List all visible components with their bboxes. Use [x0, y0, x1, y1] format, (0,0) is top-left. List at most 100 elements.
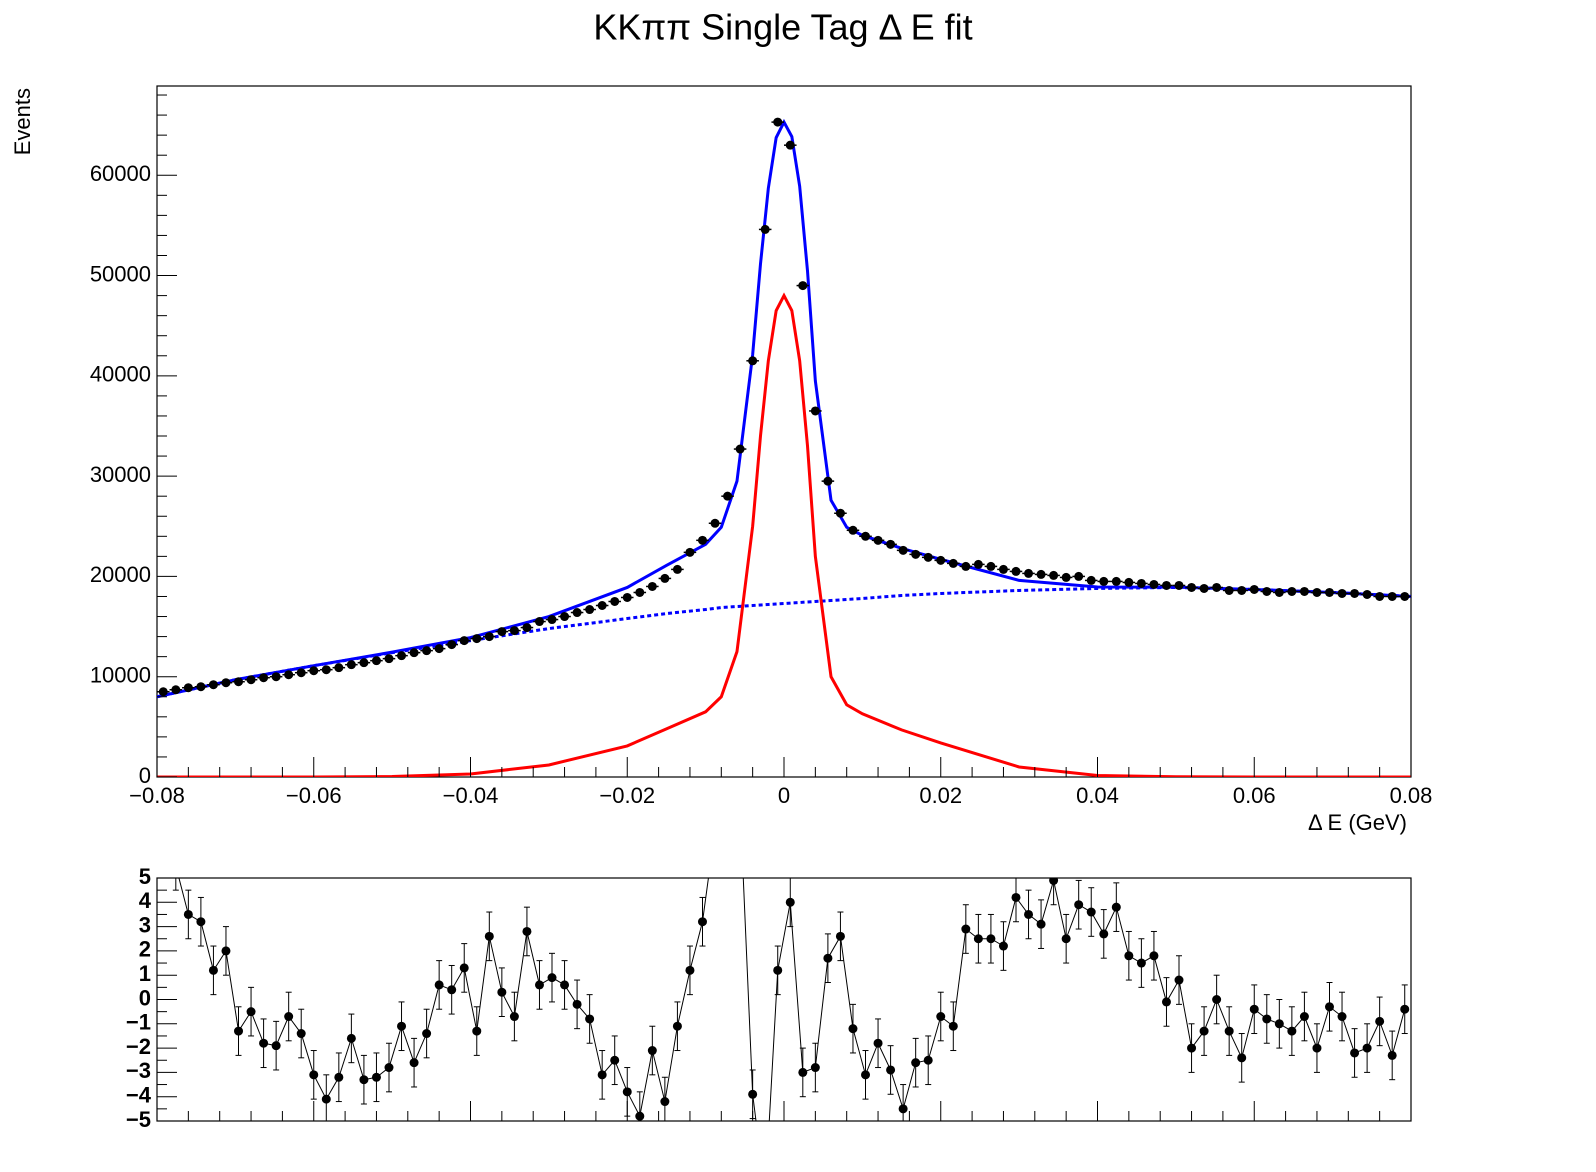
data-point	[409, 648, 419, 658]
pull-point	[848, 1024, 858, 1034]
x-tick-label: −0.06	[286, 783, 342, 808]
data-point	[1387, 591, 1397, 601]
data-point	[1237, 585, 1247, 595]
y-tick-label: 40000	[90, 362, 151, 387]
data-point	[1049, 570, 1059, 580]
pull-point	[597, 1070, 607, 1080]
pull-point	[835, 931, 845, 941]
data-point	[1324, 587, 1334, 597]
y-tick-label: 0	[139, 985, 151, 1010]
pull-point	[221, 946, 231, 956]
pull-point	[359, 1075, 369, 1085]
pull-point	[296, 1029, 306, 1039]
pull-point	[1199, 1026, 1209, 1036]
data-point	[1111, 576, 1121, 586]
pull-point	[371, 1072, 381, 1082]
y-tick-label: 2	[139, 937, 151, 962]
data-point	[973, 559, 983, 569]
pull-point	[823, 953, 833, 963]
data-point	[760, 224, 770, 234]
pull-point	[422, 1029, 432, 1039]
data-point	[886, 539, 896, 549]
data-point	[1036, 569, 1046, 579]
pull-point	[196, 917, 206, 927]
pull-point	[1099, 929, 1109, 939]
pull-point	[697, 917, 707, 927]
data-point	[1287, 586, 1297, 596]
data-point	[1299, 586, 1309, 596]
pull-point	[1174, 975, 1184, 985]
y-tick-label: 5	[139, 864, 151, 889]
data-point	[371, 656, 381, 666]
pull-point	[1161, 997, 1171, 1007]
data-point	[660, 573, 670, 583]
data-point	[321, 665, 331, 675]
pull-point	[622, 1087, 632, 1097]
pull-point	[1362, 1043, 1372, 1053]
data-point	[898, 545, 908, 555]
data-point	[397, 651, 407, 661]
data-point	[1061, 572, 1071, 582]
pull-point	[660, 1097, 670, 1107]
data-point	[835, 508, 845, 518]
pull-point	[948, 1021, 958, 1031]
data-point	[1199, 583, 1209, 593]
x-tick-label: −0.02	[599, 783, 655, 808]
pull-point	[798, 1067, 808, 1077]
pull-point	[1350, 1048, 1360, 1058]
data-point	[1124, 577, 1134, 587]
y-tick-label: 4	[139, 888, 152, 913]
pull-point	[246, 1007, 256, 1017]
data-point	[748, 356, 758, 366]
y-tick-label: 0	[139, 763, 151, 788]
pull-point	[409, 1058, 419, 1068]
pull-point	[459, 963, 469, 973]
y-tick-label: 50000	[90, 261, 151, 286]
pull-point	[234, 1026, 244, 1036]
data-point	[359, 658, 369, 668]
data-point	[1362, 589, 1372, 599]
data-point	[1011, 566, 1021, 576]
y-tick-label: −1	[126, 1010, 151, 1035]
chart-title: KKππ Single Tag Δ E fit	[593, 7, 972, 48]
pull-point	[1237, 1053, 1247, 1063]
data-point	[1262, 586, 1272, 596]
y-tick-label: −4	[126, 1083, 152, 1108]
data-point	[1224, 585, 1234, 595]
pull-point	[1387, 1050, 1397, 1060]
data-point	[284, 670, 294, 680]
pull-point	[334, 1072, 344, 1082]
data-point	[459, 636, 469, 646]
data-point	[472, 634, 482, 644]
data-point	[1249, 584, 1259, 594]
pull-point	[484, 931, 494, 941]
data-point	[560, 612, 570, 622]
data-point	[1400, 591, 1410, 601]
x-tick-label: 0.08	[1390, 783, 1433, 808]
data-point	[848, 525, 858, 535]
background-curve	[157, 585, 1411, 699]
data-point	[735, 444, 745, 454]
pull-point	[898, 1104, 908, 1114]
data-point	[961, 561, 971, 571]
pull-point	[1400, 1004, 1410, 1014]
data-point	[1274, 587, 1284, 597]
data-point	[998, 564, 1008, 574]
data-point	[484, 632, 494, 642]
data-point	[271, 672, 281, 682]
x-axis-label: Δ E (GeV)	[1308, 810, 1407, 835]
pull-point	[472, 1026, 482, 1036]
pull-point	[1124, 951, 1134, 961]
data-point	[1099, 576, 1109, 586]
data-point	[183, 683, 193, 693]
pull-point	[534, 980, 544, 990]
data-point	[1074, 571, 1084, 581]
data-point	[647, 581, 657, 591]
data-point	[334, 663, 344, 673]
y-tick-label: −5	[126, 1107, 151, 1132]
x-tick-label: 0	[778, 783, 790, 808]
data-point	[710, 518, 720, 528]
pull-point	[1224, 1026, 1234, 1036]
